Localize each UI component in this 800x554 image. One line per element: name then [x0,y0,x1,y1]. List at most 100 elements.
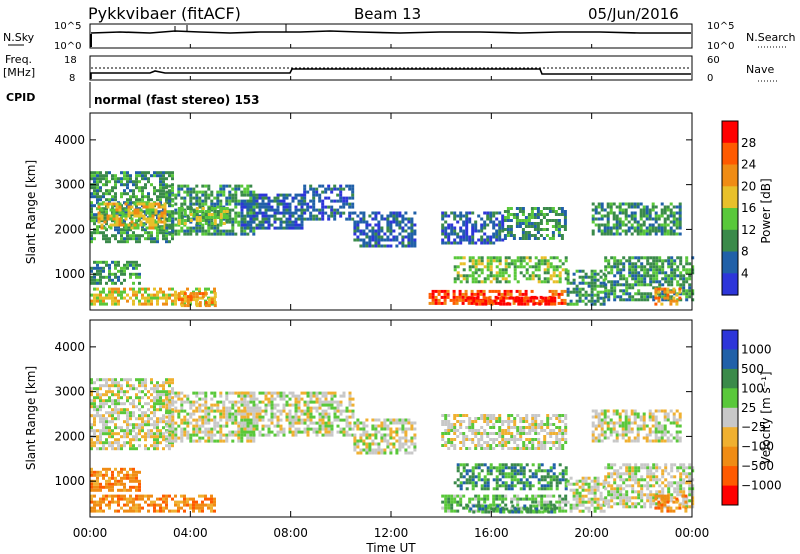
power-cell [135,174,138,178]
power-cell [672,290,676,294]
velocity-cell [96,435,99,439]
power-cell [377,229,381,233]
velocity-cell [102,423,105,427]
power-cell [566,281,570,285]
velocity-cell [362,421,366,425]
power-cell [147,293,150,297]
power-cell [198,202,202,206]
power-cell [471,232,475,236]
velocity-cell [210,418,214,422]
power-cell [141,228,144,232]
velocity-cell [192,409,196,413]
velocity-cell [117,384,120,388]
velocity-cell [102,414,105,418]
velocity-cell [132,384,135,388]
velocity-cell [318,415,322,419]
velocity-cell [330,394,334,398]
power-cell [489,274,493,278]
power-cell [413,244,417,248]
power-cell [147,195,150,199]
power-cell [634,283,638,287]
velocity-cell [219,409,223,413]
power-cell [285,226,289,230]
power-cell [557,295,561,299]
power-cell [519,259,523,263]
velocity-cell [401,436,405,440]
velocity-cell [309,400,313,404]
power-cell [228,190,232,194]
power-cell [135,171,138,175]
power-cell [616,280,620,284]
power-cell [165,171,168,175]
power-cell [453,280,457,284]
velocity-cell [249,412,253,416]
power-cell [213,292,217,296]
power-cell [621,208,625,212]
power-cell [603,214,607,218]
velocity-cell [348,400,352,404]
velocity-cell [645,436,649,440]
power-cell [560,298,564,302]
velocity-cell [207,436,211,440]
power-cell [533,237,537,240]
velocity-cell [156,444,159,448]
velocity-cell [276,430,280,434]
power-echo-region [177,292,217,308]
power-cell [558,280,562,284]
power-cell [103,226,107,230]
velocity-cell [165,381,168,385]
power-cell [461,298,465,302]
velocity-cell [525,444,529,447]
power-cell [545,222,549,225]
power-cell [288,223,292,227]
power-cell [127,214,131,218]
power-cell [264,220,268,224]
velocity-cell [144,381,147,385]
velocity-cell [537,414,541,417]
power-cell [151,202,155,206]
power-cell [630,232,634,236]
velocity-cell [306,391,310,395]
velocity-cell [395,421,399,425]
velocity-cell [597,439,601,443]
power-cell [453,268,457,272]
power-cell [120,272,123,276]
power-cell [111,198,114,202]
power-cell [480,226,484,230]
power-cell [318,217,322,221]
velocity-cell [486,444,490,447]
power-cell [150,302,153,306]
velocity-cell [594,412,598,416]
velocity-cell [447,441,451,444]
power-cell [192,214,196,218]
power-cell [604,277,608,281]
power-cell [606,214,610,218]
power-cell [267,223,271,227]
power-cell [688,268,692,272]
velocity-cell [504,438,508,441]
velocity-cell [153,402,156,406]
power-cell [661,292,665,296]
power-cell [97,205,101,209]
velocity-cell [600,427,604,431]
power-cell [443,301,447,305]
velocity-cell [486,423,490,426]
velocity-cell [312,415,316,419]
power-cell [195,213,199,216]
velocity-cell [654,421,658,425]
power-cell [135,204,138,208]
velocity-cell [171,427,175,431]
velocity-cell [159,429,162,433]
power-cell [546,277,550,281]
power-cell [688,289,692,293]
power-cell [102,260,105,264]
power-cell [252,199,256,203]
velocity-cell [213,427,217,431]
power-cell [444,235,448,239]
velocity-cell [225,394,229,398]
power-cell [654,205,658,209]
velocity-cell [642,418,646,422]
velocity-cell [345,415,349,419]
velocity-cell [380,421,384,425]
velocity-cell [171,378,174,382]
